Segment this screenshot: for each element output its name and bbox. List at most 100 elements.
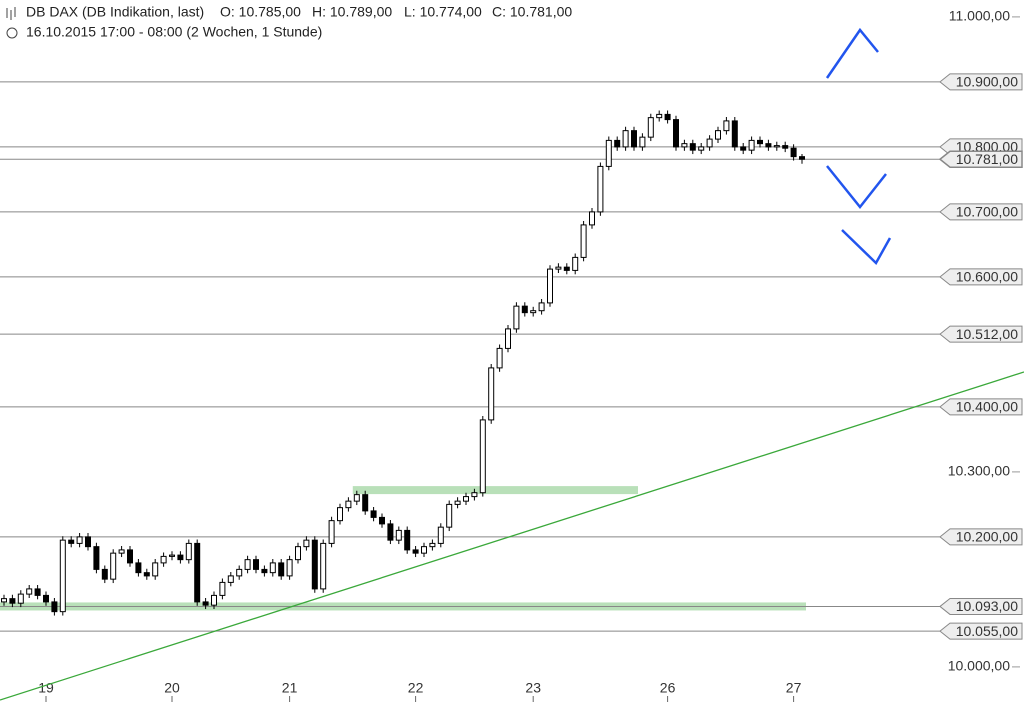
x-tick-label: 22 bbox=[408, 680, 424, 696]
support-zone bbox=[352, 486, 638, 495]
candle-body bbox=[345, 500, 352, 509]
candle-body bbox=[194, 542, 201, 603]
candle-body bbox=[244, 559, 251, 570]
candle-body bbox=[379, 516, 385, 525]
candle-body bbox=[740, 146, 747, 151]
candle-body bbox=[790, 147, 797, 158]
candle-body bbox=[311, 539, 318, 590]
candle-body bbox=[647, 117, 654, 138]
candle-body bbox=[185, 542, 192, 561]
candle-body bbox=[723, 120, 730, 132]
candle-body bbox=[68, 539, 75, 544]
candle-body bbox=[446, 503, 453, 528]
candle-body bbox=[211, 594, 217, 606]
candle-body bbox=[17, 593, 24, 604]
x-tick-label: 27 bbox=[786, 680, 802, 696]
level-box bbox=[939, 622, 1023, 640]
candle-body bbox=[757, 139, 763, 145]
candle-body bbox=[93, 546, 100, 570]
candle-body bbox=[387, 523, 394, 541]
level-label: 10.055,00 bbox=[956, 623, 1018, 639]
candle-body bbox=[286, 559, 293, 577]
plot: 11.000,0010.300,0010.000,0010.900,0010.8… bbox=[0, 8, 1023, 702]
candle-body bbox=[9, 598, 16, 604]
candle-body bbox=[799, 156, 805, 160]
candle-body bbox=[547, 268, 553, 304]
candle-body bbox=[143, 572, 150, 577]
candle-body bbox=[437, 526, 444, 544]
ohlc-high: H: 10.789,00 bbox=[312, 4, 392, 20]
candle-body bbox=[135, 562, 142, 574]
projection-arrows bbox=[825, 27, 892, 266]
candle-body bbox=[706, 138, 713, 148]
candle-body bbox=[681, 143, 688, 148]
level-box bbox=[939, 325, 1023, 343]
candle-body bbox=[782, 145, 789, 149]
last-price-label: 10.781,00 bbox=[956, 151, 1018, 167]
candle-body bbox=[152, 562, 159, 577]
candle-body bbox=[622, 130, 629, 148]
trend-line bbox=[0, 371, 1024, 701]
level-box bbox=[939, 398, 1023, 416]
chart-title: DB DAX (DB Indikation, last) bbox=[26, 4, 204, 20]
x-tick-label: 20 bbox=[164, 680, 180, 696]
candle-body bbox=[631, 130, 637, 148]
ohlc-open: O: 10.785,00 bbox=[220, 4, 301, 20]
ohlc-close: C: 10.781,00 bbox=[492, 4, 572, 20]
candle-body bbox=[689, 143, 696, 151]
candle-body bbox=[589, 211, 595, 226]
level-label: 10.400,00 bbox=[956, 399, 1018, 415]
y-tick-label: 11.000,00 bbox=[949, 8, 1010, 24]
candle-body bbox=[748, 139, 755, 151]
candle-body bbox=[236, 568, 243, 577]
candle-body bbox=[202, 601, 209, 606]
candle-body bbox=[530, 310, 537, 314]
candle-body bbox=[488, 367, 495, 421]
header: DB DAX (DB Indikation, last) O: 10.785,0… bbox=[6, 4, 572, 40]
candle-body bbox=[34, 588, 41, 596]
candle-body bbox=[715, 130, 721, 140]
candle-body bbox=[177, 554, 184, 561]
candle-body bbox=[698, 146, 705, 151]
candle-body bbox=[404, 529, 411, 551]
candle-body bbox=[362, 494, 369, 512]
y-tick-label: 10.000,00 bbox=[948, 658, 1010, 674]
candle-body bbox=[639, 136, 646, 148]
candle-body bbox=[429, 542, 436, 548]
candle-body bbox=[127, 549, 133, 564]
candle-body bbox=[597, 165, 604, 213]
candle-body bbox=[118, 549, 125, 554]
chart-subtitle: 16.10.2015 17:00 - 08:00 (2 Wochen, 1 St… bbox=[26, 24, 322, 40]
candle-body bbox=[253, 559, 259, 570]
candle-body bbox=[563, 266, 570, 271]
level-box bbox=[939, 268, 1023, 286]
candle-body bbox=[169, 554, 175, 557]
candle-body bbox=[656, 113, 663, 119]
candle-body bbox=[261, 568, 268, 574]
candle-body bbox=[295, 546, 301, 561]
candle-body bbox=[765, 143, 772, 148]
last-price-box bbox=[938, 150, 1023, 168]
candle-body bbox=[269, 562, 276, 574]
x-tick-label: 19 bbox=[38, 680, 54, 696]
level-box bbox=[939, 73, 1023, 91]
candle-body bbox=[1, 598, 7, 603]
candle-body bbox=[513, 305, 520, 330]
candle-body bbox=[320, 542, 327, 590]
candle-body bbox=[731, 120, 738, 148]
candle-body bbox=[521, 305, 528, 314]
candle-body bbox=[421, 546, 427, 554]
x-tick-label: 23 bbox=[525, 680, 541, 696]
candle-body bbox=[337, 507, 343, 522]
candle-body bbox=[496, 347, 503, 369]
candle-body bbox=[101, 568, 108, 580]
candle-body bbox=[43, 594, 49, 603]
candle-body bbox=[454, 500, 461, 505]
level-label: 10.700,00 bbox=[956, 204, 1018, 220]
x-tick-label: 26 bbox=[660, 680, 676, 696]
candle-body bbox=[538, 302, 545, 312]
candle-body bbox=[51, 601, 58, 613]
candle-body bbox=[673, 119, 679, 148]
level-box bbox=[939, 528, 1023, 546]
candle-body bbox=[773, 145, 780, 148]
